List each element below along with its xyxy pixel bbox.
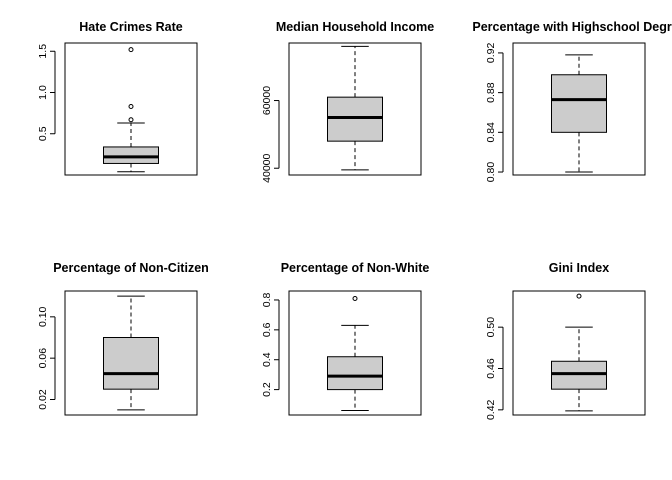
y-tick-label: 1.5 [37, 44, 49, 59]
boxplot-panel-6: Gini Index 0.42 0.46 0.50 [485, 261, 646, 420]
iqr-box [103, 146, 159, 164]
y-tick-label: 0.88 [485, 82, 497, 103]
y-tick-label: 0.80 [485, 162, 497, 183]
y-tick-label: 0.42 [485, 399, 497, 420]
panel-title: Hate Crimes Rate [79, 20, 183, 34]
boxplot-panel-3: Percentage with Highschool Degree 0.80 0.8… [472, 20, 672, 182]
panel-title: Gini Index [549, 261, 609, 275]
iqr-box [103, 337, 159, 390]
outlier-point [352, 295, 358, 301]
y-tick-label: 0.84 [485, 122, 497, 143]
boxplot-panel-5: Percentage of Non-White 0.2 0.4 0.6 0.8 [261, 261, 430, 416]
y-tick-label: 0.10 [37, 306, 49, 327]
plot-frame [64, 42, 198, 176]
boxplot-panel-2: Median Household Income 40000 60000 [261, 20, 434, 183]
y-tick-label: 60000 [261, 86, 273, 115]
y-tick-label: 40000 [261, 153, 273, 182]
boxplot-panel-4: Percentage of Non-Citizen 0.02 0.06 0.10 [37, 261, 209, 416]
y-tick-label: 0.8 [261, 293, 273, 308]
panel-title: Percentage of Non-Citizen [53, 261, 209, 275]
iqr-box [327, 356, 383, 391]
y-tick-label: 0.2 [261, 382, 273, 397]
iqr-box [551, 360, 607, 390]
y-tick-label: 0.5 [37, 126, 49, 141]
plot-frame [288, 290, 422, 416]
y-tick-label: 0.50 [485, 317, 497, 338]
outlier-point [128, 117, 134, 123]
outlier-point [576, 293, 582, 299]
boxplot-panel-1: Hate Crimes Rate 0.5 1.0 1.5 [37, 20, 198, 176]
plot-frame [64, 290, 198, 416]
plot-frame [512, 290, 646, 416]
y-tick-label: 0.6 [261, 322, 273, 337]
y-tick-label: 0.92 [485, 43, 497, 64]
plot-frame [512, 42, 646, 176]
panel-title: Median Household Income [276, 20, 434, 34]
iqr-box [551, 74, 607, 133]
plot-frame [288, 42, 422, 176]
y-tick-label: 0.02 [37, 389, 49, 410]
y-tick-label: 0.4 [261, 352, 273, 367]
outlier-point [128, 47, 134, 53]
y-tick-label: 0.06 [37, 348, 49, 369]
panel-title: Percentage with Highschool Degree [472, 20, 672, 34]
y-tick-label: 0.46 [485, 358, 497, 379]
outlier-point [128, 104, 134, 110]
iqr-box [327, 96, 383, 142]
panel-title: Percentage of Non-White [281, 261, 430, 275]
y-tick-label: 1.0 [37, 85, 49, 100]
